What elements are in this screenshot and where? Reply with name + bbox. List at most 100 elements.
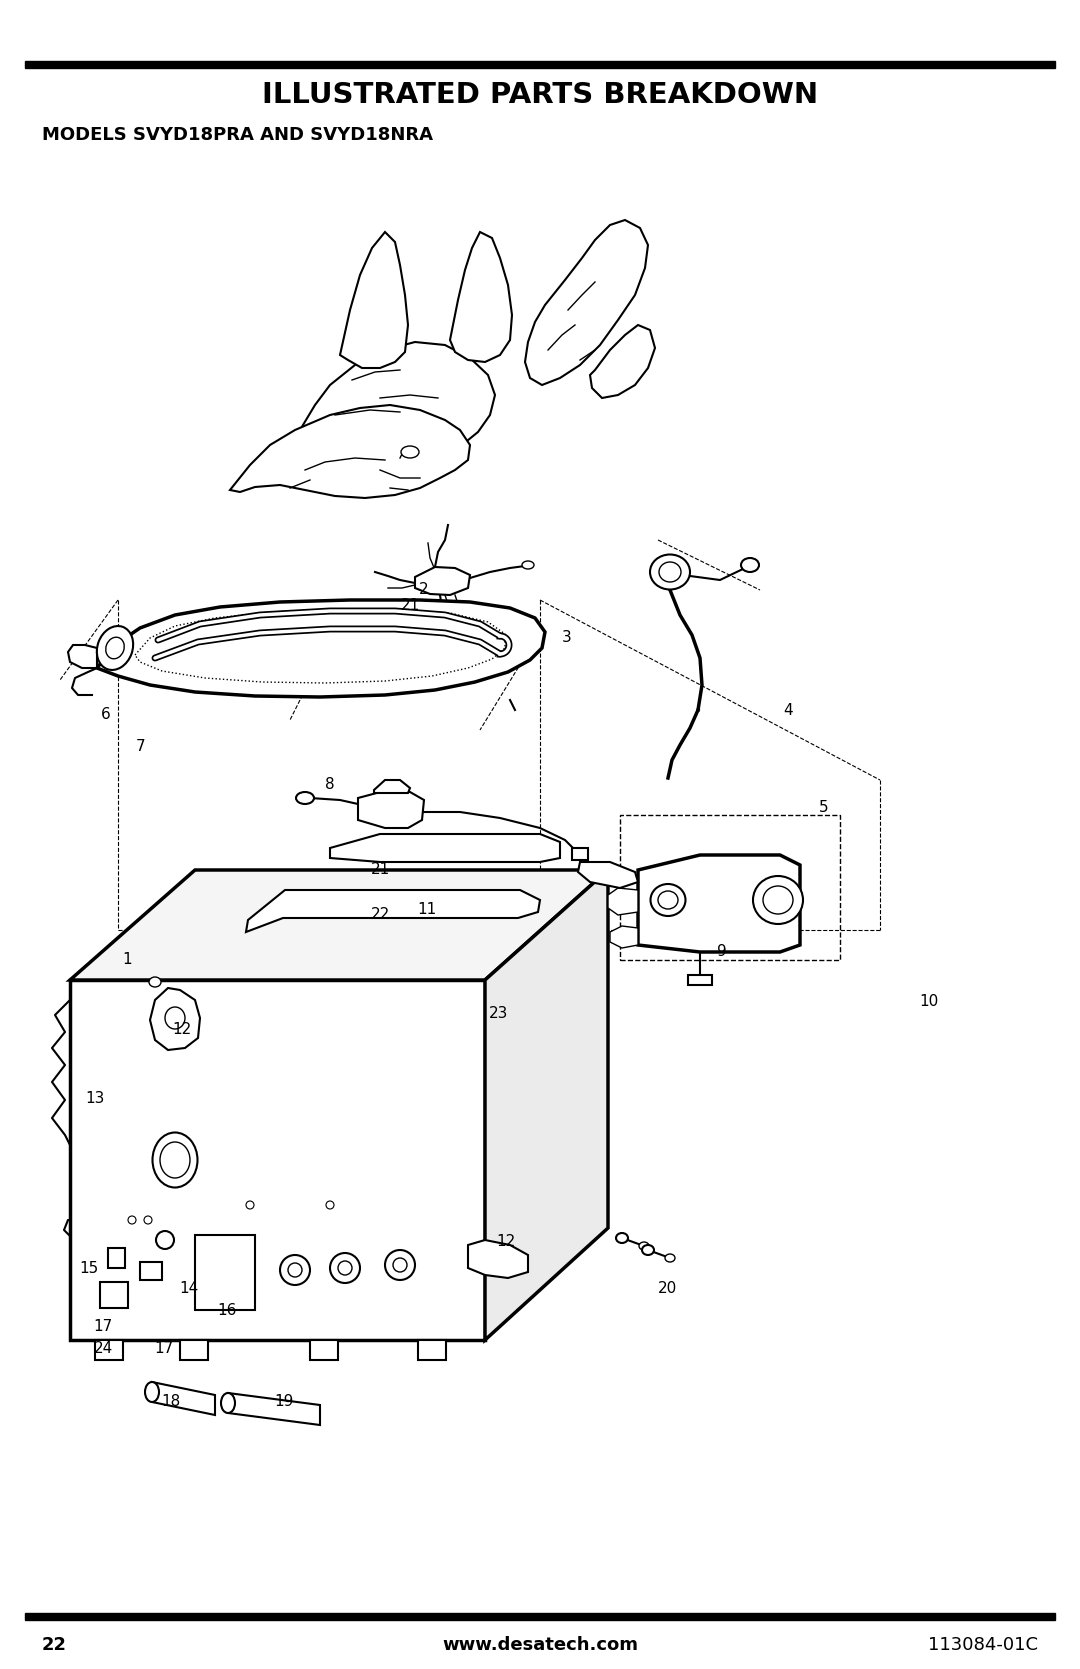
Text: 21: 21	[370, 863, 390, 876]
Text: 113084-01C: 113084-01C	[928, 1636, 1038, 1654]
Text: 22: 22	[370, 908, 390, 921]
Text: 13: 13	[85, 1092, 105, 1105]
Polygon shape	[610, 926, 638, 948]
Ellipse shape	[384, 1250, 415, 1280]
Text: 22: 22	[42, 1636, 67, 1654]
Ellipse shape	[762, 886, 793, 915]
Text: 5: 5	[820, 801, 828, 814]
Ellipse shape	[741, 557, 759, 572]
Polygon shape	[608, 888, 638, 915]
Polygon shape	[415, 567, 470, 596]
Polygon shape	[300, 342, 495, 466]
Text: 14: 14	[179, 1282, 199, 1295]
Polygon shape	[100, 1282, 129, 1308]
Ellipse shape	[156, 1232, 174, 1248]
Ellipse shape	[522, 561, 534, 569]
Polygon shape	[450, 232, 512, 362]
Text: 15: 15	[79, 1262, 98, 1275]
Polygon shape	[340, 232, 408, 367]
Text: 12: 12	[496, 1235, 515, 1248]
Text: 12: 12	[172, 1023, 191, 1036]
Text: 24: 24	[94, 1342, 113, 1355]
Ellipse shape	[129, 1217, 136, 1223]
Polygon shape	[330, 834, 561, 861]
Text: 1: 1	[123, 953, 132, 966]
Ellipse shape	[616, 1233, 627, 1243]
Polygon shape	[310, 1340, 338, 1360]
Polygon shape	[638, 855, 800, 951]
Ellipse shape	[650, 554, 690, 589]
Polygon shape	[95, 1340, 123, 1360]
Polygon shape	[108, 1248, 125, 1268]
Ellipse shape	[393, 1258, 407, 1272]
Polygon shape	[590, 325, 654, 397]
Text: 10: 10	[919, 995, 939, 1008]
Ellipse shape	[221, 1394, 235, 1414]
Ellipse shape	[639, 1242, 649, 1250]
Text: 18: 18	[161, 1395, 180, 1409]
Text: 16: 16	[217, 1303, 237, 1317]
Text: 7: 7	[136, 739, 145, 753]
Ellipse shape	[149, 976, 161, 986]
Polygon shape	[418, 1340, 446, 1360]
Polygon shape	[578, 861, 638, 888]
Bar	[620, 814, 840, 960]
Text: 20: 20	[658, 1282, 677, 1295]
Ellipse shape	[106, 638, 124, 659]
Bar	[25, 62, 1055, 68]
Ellipse shape	[659, 562, 681, 582]
Text: www.desatech.com: www.desatech.com	[442, 1636, 638, 1654]
Polygon shape	[357, 789, 424, 828]
Text: 19: 19	[274, 1395, 294, 1409]
Bar	[572, 848, 588, 860]
Polygon shape	[70, 980, 485, 1340]
Text: MODELS SVYD18PRA AND SVYD18NRA: MODELS SVYD18PRA AND SVYD18NRA	[42, 125, 433, 144]
Polygon shape	[195, 1235, 255, 1310]
Polygon shape	[152, 1382, 215, 1415]
Text: 8: 8	[325, 778, 334, 791]
Ellipse shape	[145, 1382, 159, 1402]
Polygon shape	[246, 890, 540, 931]
Text: 23: 23	[489, 1006, 509, 1020]
Text: 4: 4	[784, 704, 793, 718]
Text: ILLUSTRATED PARTS BREAKDOWN: ILLUSTRATED PARTS BREAKDOWN	[262, 82, 818, 108]
Polygon shape	[140, 1262, 162, 1280]
Polygon shape	[70, 870, 608, 980]
Polygon shape	[374, 779, 410, 793]
Text: 17: 17	[93, 1320, 112, 1334]
Ellipse shape	[338, 1262, 352, 1275]
Ellipse shape	[665, 1253, 675, 1262]
Text: 21: 21	[401, 599, 420, 613]
Polygon shape	[525, 220, 648, 386]
Ellipse shape	[401, 446, 419, 457]
Ellipse shape	[288, 1263, 302, 1277]
Ellipse shape	[97, 626, 133, 669]
Polygon shape	[468, 1240, 528, 1278]
Text: 9: 9	[716, 945, 727, 958]
Ellipse shape	[753, 876, 804, 925]
Text: 17: 17	[154, 1342, 174, 1355]
Polygon shape	[228, 1394, 320, 1425]
Bar	[688, 975, 712, 985]
Polygon shape	[485, 870, 608, 1340]
Ellipse shape	[165, 1006, 185, 1030]
Ellipse shape	[330, 1253, 360, 1283]
Ellipse shape	[152, 1133, 198, 1188]
Ellipse shape	[246, 1202, 254, 1208]
Ellipse shape	[326, 1202, 334, 1208]
Text: 6: 6	[100, 708, 111, 721]
Polygon shape	[230, 406, 470, 497]
Polygon shape	[180, 1340, 208, 1360]
Text: 2: 2	[419, 582, 428, 596]
Ellipse shape	[280, 1255, 310, 1285]
Ellipse shape	[160, 1142, 190, 1178]
Ellipse shape	[296, 793, 314, 804]
Polygon shape	[150, 988, 200, 1050]
Text: 11: 11	[417, 903, 436, 916]
Ellipse shape	[658, 891, 678, 910]
Polygon shape	[68, 644, 97, 668]
Ellipse shape	[642, 1245, 654, 1255]
Ellipse shape	[650, 885, 686, 916]
Ellipse shape	[144, 1217, 152, 1223]
Polygon shape	[97, 599, 545, 698]
